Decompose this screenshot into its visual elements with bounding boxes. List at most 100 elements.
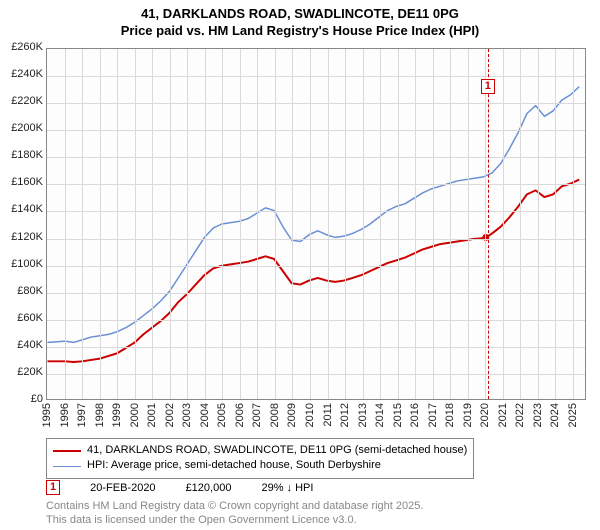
y-tick-label: £80K — [17, 285, 43, 297]
event-marker-icon: 1 — [481, 79, 495, 94]
x-gridline — [468, 49, 469, 399]
x-tick-label: 2011 — [322, 403, 334, 427]
event-annotation-row: 1 20-FEB-2020 £120,000 29% ↓ HPI — [46, 480, 313, 495]
y-gridline — [47, 103, 585, 104]
x-tick-label: 2022 — [514, 403, 526, 427]
x-tick-label: 2004 — [199, 403, 211, 427]
x-tick-label: 1996 — [59, 403, 71, 427]
x-gridline — [573, 49, 574, 399]
x-tick-label: 2013 — [357, 403, 369, 427]
x-tick-label: 1999 — [111, 403, 123, 427]
legend-row: 41, DARKLANDS ROAD, SWADLINCOTE, DE11 0P… — [53, 443, 467, 458]
x-gridline — [538, 49, 539, 399]
x-tick-label: 2017 — [427, 403, 439, 427]
x-tick-label: 2008 — [269, 403, 281, 427]
x-tick-label: 2016 — [409, 403, 421, 427]
x-gridline — [363, 49, 364, 399]
y-gridline — [47, 130, 585, 131]
x-tick-label: 2009 — [286, 403, 298, 427]
y-gridline — [47, 374, 585, 375]
hpi-line — [48, 87, 580, 343]
x-tick-label: 2018 — [444, 403, 456, 427]
y-tick-label: £60K — [17, 312, 43, 324]
x-gridline — [82, 49, 83, 399]
x-gridline — [222, 49, 223, 399]
x-gridline — [328, 49, 329, 399]
x-gridline — [187, 49, 188, 399]
x-tick-label: 2010 — [304, 403, 316, 427]
x-tick-label: 2019 — [462, 403, 474, 427]
x-gridline — [117, 49, 118, 399]
y-tick-label: £20K — [17, 366, 43, 378]
plot-area: £0£20K£40K£60K£80K£100K£120K£140K£160K£1… — [46, 48, 586, 400]
title-line-1: 41, DARKLANDS ROAD, SWADLINCOTE, DE11 0P… — [0, 6, 600, 23]
y-tick-label: £180K — [11, 149, 43, 161]
x-tick-label: 2014 — [374, 403, 386, 427]
y-gridline — [47, 211, 585, 212]
legend-swatch-icon — [53, 450, 81, 452]
price_paid-line — [48, 180, 580, 362]
event-price: £120,000 — [186, 482, 232, 494]
x-gridline — [310, 49, 311, 399]
chart-title: 41, DARKLANDS ROAD, SWADLINCOTE, DE11 0P… — [0, 0, 600, 40]
x-tick-label: 2000 — [129, 403, 141, 427]
y-tick-label: £240K — [11, 68, 43, 80]
y-gridline — [47, 157, 585, 158]
legend-row: HPI: Average price, semi-detached house,… — [53, 458, 467, 473]
y-gridline — [47, 266, 585, 267]
x-gridline — [555, 49, 556, 399]
y-tick-label: £120K — [11, 231, 43, 243]
x-gridline — [275, 49, 276, 399]
y-gridline — [47, 293, 585, 294]
x-gridline — [65, 49, 66, 399]
legend-label: HPI: Average price, semi-detached house,… — [87, 458, 381, 473]
x-tick-label: 2003 — [181, 403, 193, 427]
y-gridline — [47, 184, 585, 185]
y-gridline — [47, 320, 585, 321]
x-tick-label: 2005 — [216, 403, 228, 427]
x-tick-label: 2012 — [339, 403, 351, 427]
x-tick-label: 2024 — [549, 403, 561, 427]
x-gridline — [450, 49, 451, 399]
event-marker-icon: 1 — [46, 480, 60, 495]
x-gridline — [520, 49, 521, 399]
y-gridline — [47, 239, 585, 240]
event-date: 20-FEB-2020 — [90, 482, 155, 494]
y-tick-label: £200K — [11, 122, 43, 134]
legend-swatch-icon — [53, 466, 81, 467]
event-delta: 29% ↓ HPI — [261, 482, 313, 494]
x-gridline — [398, 49, 399, 399]
y-tick-label: £100K — [11, 258, 43, 270]
y-tick-label: £260K — [11, 41, 43, 53]
x-gridline — [170, 49, 171, 399]
x-gridline — [345, 49, 346, 399]
y-tick-label: £160K — [11, 176, 43, 188]
x-gridline — [433, 49, 434, 399]
y-tick-label: £140K — [11, 203, 43, 215]
x-tick-label: 1997 — [76, 403, 88, 427]
x-tick-label: 1998 — [94, 403, 106, 427]
x-tick-label: 2025 — [567, 403, 579, 427]
x-gridline — [503, 49, 504, 399]
y-gridline — [47, 347, 585, 348]
legend: 41, DARKLANDS ROAD, SWADLINCOTE, DE11 0P… — [46, 438, 474, 479]
x-gridline — [380, 49, 381, 399]
event-vline — [488, 49, 489, 399]
legend-label: 41, DARKLANDS ROAD, SWADLINCOTE, DE11 0P… — [87, 443, 467, 458]
x-gridline — [240, 49, 241, 399]
x-tick-label: 2023 — [532, 403, 544, 427]
chart-container: 41, DARKLANDS ROAD, SWADLINCOTE, DE11 0P… — [0, 0, 600, 530]
y-gridline — [47, 76, 585, 77]
x-gridline — [205, 49, 206, 399]
x-tick-label: 2006 — [234, 403, 246, 427]
x-gridline — [100, 49, 101, 399]
x-gridline — [257, 49, 258, 399]
title-line-2: Price paid vs. HM Land Registry's House … — [0, 23, 600, 40]
x-gridline — [135, 49, 136, 399]
x-tick-label: 2002 — [164, 403, 176, 427]
footer-line-1: Contains HM Land Registry data © Crown c… — [46, 500, 423, 514]
footer-line-2: This data is licensed under the Open Gov… — [46, 514, 423, 528]
footer-attribution: Contains HM Land Registry data © Crown c… — [46, 500, 423, 528]
y-tick-label: £40K — [17, 339, 43, 351]
x-tick-label: 2015 — [392, 403, 404, 427]
